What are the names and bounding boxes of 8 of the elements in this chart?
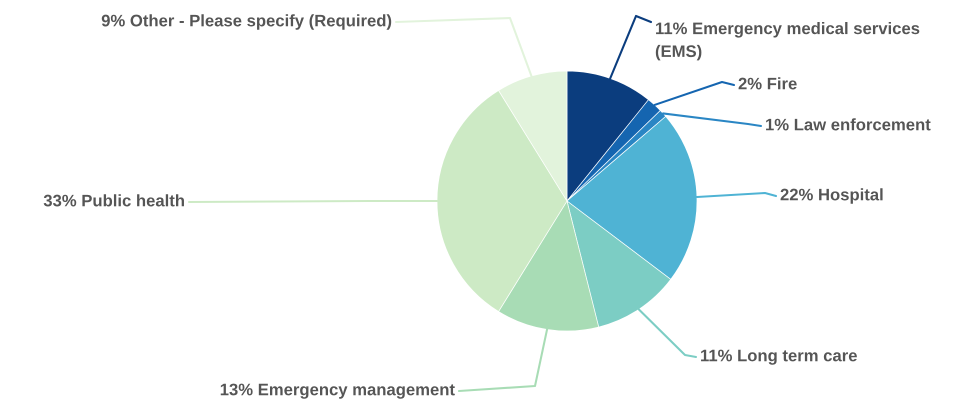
slice-label: 33% Public health — [44, 194, 184, 206]
slice-label: 22% Hospital — [780, 188, 883, 204]
slice-label: 13% Emergency management — [220, 384, 455, 399]
slice-label: 1% Law enforcement — [766, 118, 931, 130]
slice-label: 11% Emergency medical services (EMS) — [656, 22, 920, 60]
slice-label: 2% Fire — [738, 77, 797, 90]
slice-label: 9% Other - Please specify (Required) — [102, 14, 392, 30]
slice-label: 11% Long term care — [701, 350, 857, 365]
